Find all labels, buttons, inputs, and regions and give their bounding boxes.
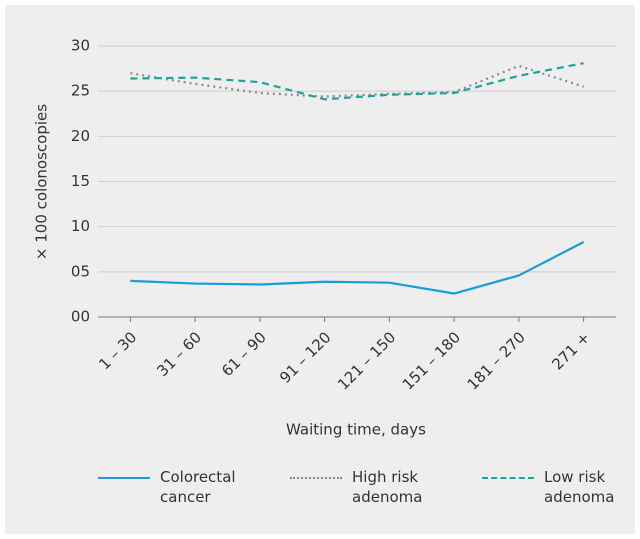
series-line [130,241,585,295]
background [5,5,635,534]
series-line [130,64,584,98]
legend-swatch [482,477,534,479]
y-axis-label: × 100 colonoscopies [33,104,51,260]
legend-swatch [98,477,150,479]
legend-label: Low risk adenoma [544,468,615,506]
y-tick-label: 25 [71,82,90,100]
series-line [130,62,584,101]
legend-swatch [290,477,342,479]
x-axis-label: Waiting time, days [286,421,426,439]
y-tick-label: 05 [71,262,90,280]
legend-label: Colorectal cancer [160,468,236,506]
y-tick-label: 10 [71,217,90,235]
legend-item: Colorectal cancer [98,467,278,511]
legend-item: High risk adenoma [290,467,470,511]
legend-label: High risk adenoma [352,468,423,506]
y-tick-label: 00 [71,308,90,326]
y-tick-label: 20 [71,127,90,145]
y-tick-label: 30 [71,37,90,55]
y-tick-label: 15 [71,172,90,190]
legend-item: Low risk adenoma [482,467,640,511]
